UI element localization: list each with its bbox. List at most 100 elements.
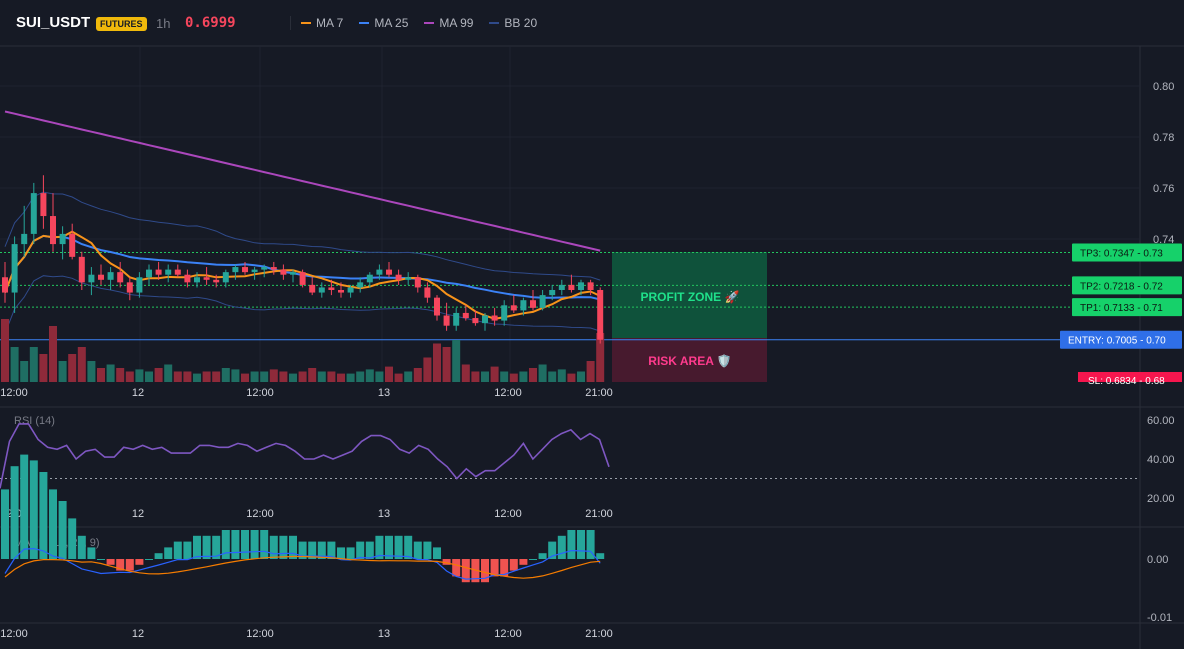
candle-body <box>184 274 191 283</box>
time-tick: 12:00 <box>246 508 274 520</box>
price-tick: 0.78 <box>1153 132 1174 144</box>
volume-bar <box>490 366 499 382</box>
macd-hist-bar <box>356 541 365 559</box>
volume-bar <box>97 368 105 382</box>
candle-body <box>386 269 392 275</box>
time-tick: 21:00 <box>585 387 613 399</box>
candle-body <box>414 277 421 288</box>
level-label-sl: SL: 0.6834 - 0.68 <box>1088 376 1165 387</box>
volume-bar <box>538 364 547 382</box>
timeframe[interactable]: 1h <box>156 16 171 31</box>
volume-bar <box>298 371 307 382</box>
macd-hist-bar <box>586 530 595 559</box>
candle-body <box>491 315 498 321</box>
level-label-bg <box>1072 276 1182 295</box>
legend-ma99[interactable]: MA 99 <box>424 16 473 30</box>
candle-body <box>155 269 162 275</box>
candle-body <box>174 269 181 275</box>
symbol-name[interactable]: SUI_USDT <box>16 14 91 31</box>
candle-body <box>11 244 18 293</box>
volume-bar <box>327 371 336 382</box>
rsi-line <box>0 423 610 489</box>
level-label-tp2: TP2: 0.7218 - 0.72 <box>1080 281 1163 292</box>
candle-body <box>242 267 248 273</box>
macd-signal-line <box>4 555 601 579</box>
macd-hist-bar <box>490 559 499 577</box>
legend-ma25[interactable]: MA 25 <box>359 16 408 30</box>
candle-body <box>280 269 287 275</box>
macd-hist-bar <box>49 489 57 559</box>
chart-header: SUI_USDT FUTURES 1h 0.6999 MA 7 MA 25 MA… <box>0 0 1184 46</box>
macd-hist-bar <box>385 535 393 559</box>
macd-hist-bar <box>433 547 441 559</box>
macd-hist-bar <box>279 535 288 559</box>
candle-body <box>213 279 220 283</box>
volume-bar <box>500 371 509 382</box>
bb-upper-line <box>4 191 601 281</box>
volume-bar <box>442 347 451 382</box>
candle-body <box>117 272 124 283</box>
legend-ma99-label: MA 99 <box>439 16 474 30</box>
volume-bar <box>471 371 480 382</box>
volume-bar <box>49 326 57 382</box>
candle-body <box>578 282 584 290</box>
time-tick: 12:00 <box>494 508 522 520</box>
candle-body <box>165 269 172 275</box>
candle-body <box>107 272 114 280</box>
candle-body <box>530 300 536 308</box>
level-label-tp1: TP1: 0.7133 - 0.71 <box>1080 303 1163 314</box>
candle-body <box>472 318 479 324</box>
time-tick: 12 <box>132 387 144 399</box>
time-tick: 12 <box>132 508 144 520</box>
macd-hist-bar <box>58 501 67 559</box>
volume-bar <box>125 371 134 382</box>
candle-body <box>510 305 517 311</box>
time-axis: 12:00 12 12:00 13 12:00 21:00 <box>0 387 613 399</box>
time-tick: 21:00 <box>585 508 613 520</box>
legend-bb20[interactable]: BB 20 <box>489 16 537 30</box>
legend-ma7[interactable]: MA 7 <box>301 16 343 30</box>
volume-bar <box>567 373 576 382</box>
volume-bar <box>241 373 249 382</box>
grid <box>0 46 1140 382</box>
macd-hist-bar <box>298 541 307 559</box>
macd-hist-bar <box>442 559 451 565</box>
volume-bar <box>519 371 528 382</box>
level-label-bg <box>1072 243 1182 262</box>
candle-body <box>21 233 28 245</box>
candle-body <box>146 269 152 278</box>
volume-bar <box>481 371 489 382</box>
volume-bar <box>423 357 432 382</box>
volume-bar <box>77 347 86 382</box>
volume-bar <box>557 369 566 382</box>
macd-hist-bar <box>289 535 297 559</box>
candle-body <box>549 290 556 296</box>
candle-body <box>261 267 268 270</box>
macd-hist-bar <box>557 535 566 559</box>
macd-hist-bar <box>308 541 317 559</box>
futures-badge: FUTURES <box>96 17 147 31</box>
volume-bar <box>269 369 278 382</box>
macd-hist-bar <box>173 541 182 559</box>
candle-body <box>299 272 306 285</box>
macd-hist-bar <box>1 489 9 559</box>
macd-hist-bar <box>87 547 96 559</box>
level-label-tp3: TP3: 0.7347 - 0.73 <box>1080 249 1163 260</box>
time-tick: 12:00 <box>246 628 274 640</box>
macd-hist-bar <box>538 553 547 559</box>
bb-lower-line <box>4 275 601 334</box>
candle-body <box>203 277 210 280</box>
macd-hist-bar <box>68 518 77 559</box>
candle-body <box>40 193 47 217</box>
candle-body <box>405 277 412 280</box>
ma99-line <box>4 110 601 252</box>
candle-body <box>98 274 104 280</box>
volume-bar <box>586 361 595 382</box>
legend-bb20-label: BB 20 <box>504 16 538 30</box>
volume-bar <box>279 371 288 382</box>
macd-hist-bar <box>500 559 509 577</box>
volume-bar <box>87 361 96 382</box>
macd-hist-bar <box>375 535 384 559</box>
candle-body <box>318 287 325 293</box>
